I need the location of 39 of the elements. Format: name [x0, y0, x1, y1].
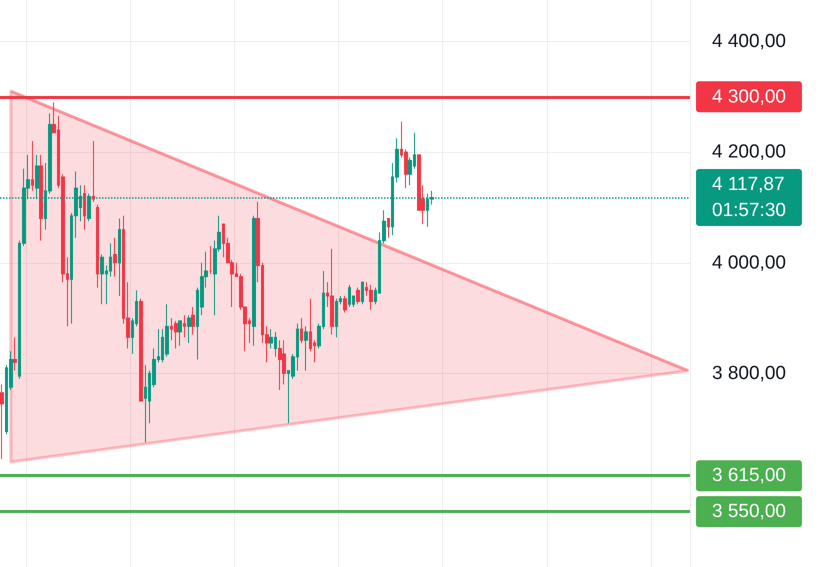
candlestick — [139, 298, 143, 402]
candlestick — [356, 287, 360, 305]
candlestick — [387, 218, 390, 238]
candlestick — [369, 284, 373, 310]
ref-line-label: 3 550,00 — [712, 501, 786, 522]
ref-line-label: 4 117,87 — [712, 174, 785, 196]
candlestick — [252, 215, 256, 346]
candlestick — [278, 340, 282, 390]
candlestick — [209, 246, 212, 274]
candlestick — [13, 336, 17, 372]
candlestick — [361, 282, 364, 305]
y-tick-label: 3 800,00 — [712, 362, 786, 384]
candlestick — [113, 237, 117, 278]
y-tick-label: 4 200,00 — [712, 142, 786, 163]
candlestick — [100, 254, 104, 305]
candlestick — [330, 248, 334, 336]
candlestick — [304, 326, 308, 372]
y-tick-label: 4 400,00 — [712, 30, 786, 52]
candlestick — [83, 184, 86, 230]
candlestick — [343, 295, 347, 314]
candlestick — [31, 140, 34, 192]
candlestick — [96, 204, 99, 288]
text: 01:57:30 — [712, 200, 786, 222]
candlestick — [335, 298, 338, 338]
candlestick — [191, 306, 195, 336]
ref-line-label: 3 615,00 — [712, 465, 786, 486]
candlestick — [0, 384, 4, 460]
candlestick — [174, 320, 178, 349]
candlestick — [178, 320, 182, 346]
candlestick — [39, 154, 43, 242]
y-tick-label: 4 000,00 — [712, 252, 786, 274]
candlestick — [144, 364, 147, 444]
candlestick — [92, 140, 95, 202]
candlestick — [348, 284, 351, 308]
candlestick — [187, 314, 191, 344]
ref-line-label: 4 300,00 — [712, 86, 786, 108]
candlestick — [118, 218, 121, 296]
candlestick — [300, 318, 303, 344]
candlestick — [183, 314, 186, 338]
